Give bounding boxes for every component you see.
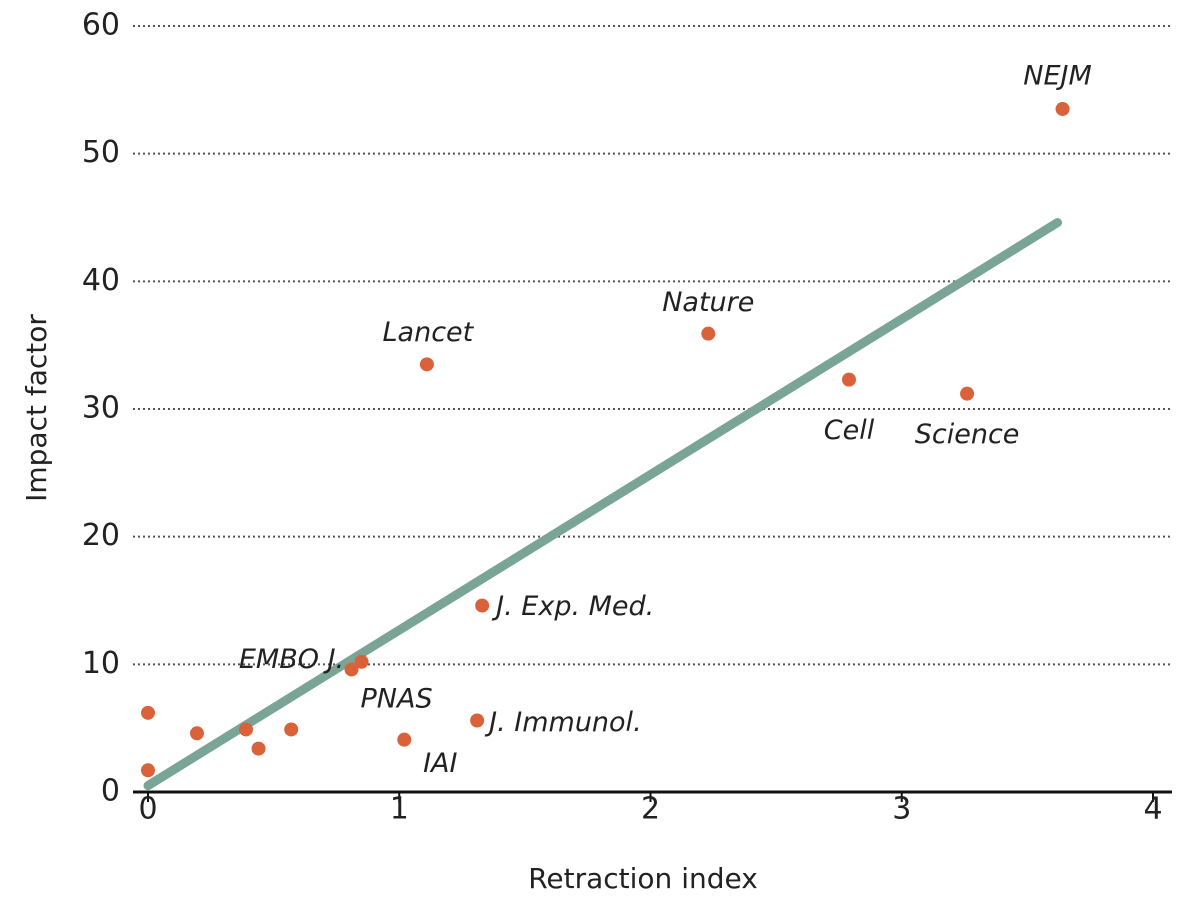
point: [1055, 101, 1070, 116]
trend-line: [143, 218, 1063, 791]
y-tick-label: 40: [82, 263, 120, 298]
y-tick-label: 0: [101, 774, 120, 809]
point-label: EMBO J.: [239, 644, 344, 675]
point: [841, 372, 856, 387]
point: [141, 705, 155, 720]
point: [284, 722, 299, 737]
y-tick-label: 20: [82, 518, 120, 553]
x-tick-label: 1: [390, 792, 409, 827]
point: [470, 713, 485, 728]
point: [238, 722, 253, 737]
y-tick-label: 50: [82, 135, 120, 170]
point-label: Cell: [824, 415, 875, 446]
point: [475, 598, 490, 613]
x-axis-title: Retraction index: [528, 862, 758, 895]
point: [189, 726, 204, 741]
y-axis-title: Impact factor: [20, 314, 53, 502]
y-tick-label: 30: [82, 391, 120, 426]
x-tick-label: 3: [892, 792, 911, 827]
point: [419, 357, 434, 372]
point: [344, 662, 359, 677]
x-tick-label: 2: [641, 792, 660, 827]
y-tick-label: 10: [82, 646, 120, 681]
point-label: J. Exp. Med.: [491, 591, 654, 622]
point-label: Nature: [662, 287, 754, 318]
x-tick-label: 0: [138, 792, 157, 827]
point: [701, 326, 716, 341]
point: [960, 386, 975, 401]
point: [397, 732, 412, 747]
point-label: J. Immunol.: [484, 707, 642, 738]
y-tick-label: 60: [82, 8, 120, 43]
x-tick-label: 4: [1143, 792, 1162, 827]
point: [354, 654, 369, 669]
point-label: IAI: [423, 748, 457, 779]
point-label: Science: [915, 419, 1020, 450]
point-label: PNAS: [361, 683, 433, 714]
point: [141, 763, 155, 778]
point-label: Lancet: [383, 317, 475, 348]
point-label: NEJM: [1023, 60, 1092, 91]
point: [251, 741, 266, 756]
